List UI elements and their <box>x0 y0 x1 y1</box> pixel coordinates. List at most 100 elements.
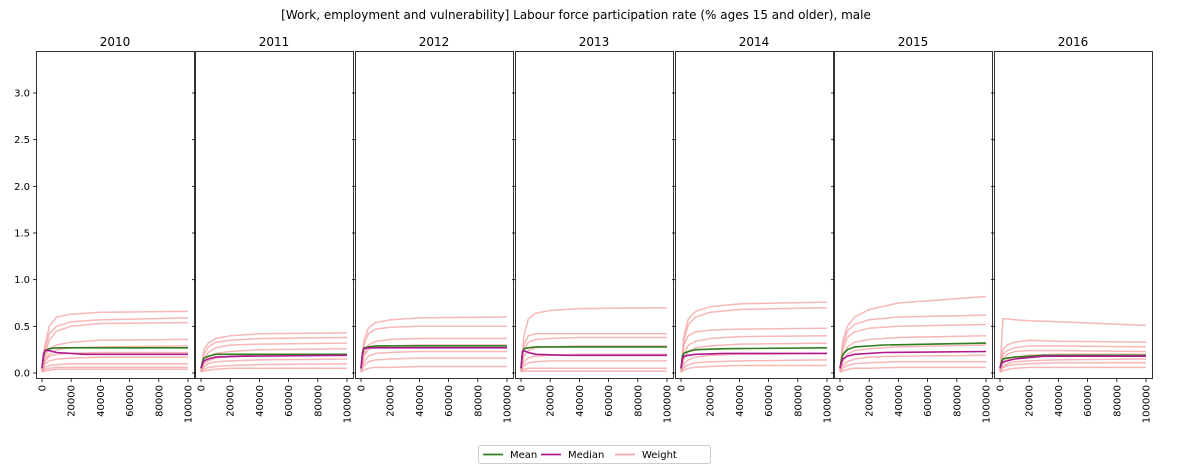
weight-line <box>520 353 667 372</box>
x-tick-label: 60000 <box>764 385 775 417</box>
x-tick-label: 40000 <box>255 385 266 417</box>
median-line <box>200 354 348 369</box>
panel-frame <box>355 51 514 379</box>
x-tick-label: 20000 <box>706 385 717 417</box>
weight-line <box>999 345 1147 372</box>
mean-line <box>520 346 667 369</box>
x-tick-label: 60000 <box>125 385 136 417</box>
weight-line <box>680 301 828 372</box>
x-tick-label: 0 <box>38 385 49 391</box>
weight-line <box>680 364 827 373</box>
panel-2016: 2016 0 20000 40000 60000 80000 100000 <box>991 35 1153 423</box>
weight-line <box>680 359 828 373</box>
median-line <box>360 346 507 369</box>
weight-line <box>520 306 668 372</box>
x-tick-label: 60000 <box>923 385 934 417</box>
y-tick-label: 0.5 <box>14 322 30 333</box>
weight-line <box>41 345 189 372</box>
panel-title: 2015 <box>898 35 929 49</box>
panel-frame <box>834 51 993 379</box>
weight-line <box>41 310 189 372</box>
x-tick-label: 0 <box>197 385 208 391</box>
figure-title: [Work, employment and vulnerability] Lab… <box>281 8 871 22</box>
x-tick-label: 0 <box>836 385 847 391</box>
median-line <box>999 355 1146 369</box>
weight-line <box>41 368 188 373</box>
x-tick-label: 40000 <box>735 385 746 417</box>
x-tick-label: 40000 <box>575 385 586 417</box>
x-tick-label: 60000 <box>604 385 615 417</box>
weight-line <box>520 333 667 372</box>
weight-line <box>680 327 828 372</box>
weight-line <box>999 318 1147 372</box>
x-tick-label: 80000 <box>952 385 963 417</box>
y-tick-label: 2.0 <box>14 182 30 193</box>
x-tick-label: 100000 <box>503 385 514 423</box>
x-tick-label: 40000 <box>894 385 905 417</box>
x-tick-label: 20000 <box>226 385 237 417</box>
panel-2012: 2012 0 20000 40000 60000 80000 100000 <box>352 35 514 423</box>
weight-line <box>520 367 667 373</box>
x-tick-label: 0 <box>677 385 688 391</box>
weight-line <box>520 345 667 372</box>
weight-line <box>360 365 507 373</box>
median-line <box>520 349 667 369</box>
weight-line <box>520 370 667 373</box>
weight-line <box>839 354 987 373</box>
panel-2010: 2010 0.0 0.5 1.0 1.5 2.0 2.5 3.0 0 20000 40000 6000… <box>14 35 195 423</box>
weight-line <box>41 362 188 373</box>
x-tick-label: 0 <box>357 385 368 391</box>
weight-line <box>999 339 1147 372</box>
legend-label: Median <box>568 450 604 461</box>
x-tick-label: 20000 <box>546 385 557 417</box>
weight-line <box>839 344 987 372</box>
weight-line <box>41 317 189 372</box>
weight-line <box>520 360 667 373</box>
y-tick-label: 3.0 <box>14 89 30 100</box>
weight-line <box>360 344 507 372</box>
x-tick-label: 20000 <box>1025 385 1036 417</box>
mean-line <box>200 353 347 369</box>
median-line <box>41 349 188 369</box>
weight-line <box>839 366 986 373</box>
x-tick-label: 100000 <box>663 385 674 423</box>
panel-frame <box>675 51 834 379</box>
weight-line <box>839 361 986 373</box>
panel-frame <box>515 51 674 379</box>
x-tick-label: 60000 <box>284 385 295 417</box>
x-tick-label: 80000 <box>313 385 324 417</box>
median-line <box>839 350 987 369</box>
weight-line <box>999 366 1146 373</box>
y-tick-label: 0.0 <box>14 369 30 380</box>
x-tick-label: 80000 <box>154 385 165 417</box>
weight-line <box>360 325 507 372</box>
weight-line <box>999 358 1147 373</box>
y-tick-label: 1.0 <box>14 275 30 286</box>
weight-line <box>200 358 348 373</box>
weight-line <box>41 356 188 372</box>
x-tick-label: 0 <box>996 385 1007 391</box>
legend-frame <box>478 445 711 464</box>
weight-line <box>360 357 507 373</box>
weight-line <box>999 361 1146 373</box>
y-tick-label: 2.5 <box>14 135 30 146</box>
weight-line <box>839 295 987 372</box>
weight-line <box>41 366 188 373</box>
weight-line <box>41 321 189 372</box>
weight-line <box>680 306 828 372</box>
weight-line <box>200 336 348 372</box>
x-tick-label: 80000 <box>1112 385 1123 417</box>
legend-label: Weight <box>642 450 677 461</box>
panel-2011: 2011 0 20000 40000 60000 80000 100000 <box>192 35 354 423</box>
weight-line <box>839 314 987 372</box>
weight-line <box>839 323 987 372</box>
facet-panels: 2010 0.0 0.5 1.0 1.5 2.0 2.5 3.0 0 20000 40000 6000… <box>14 35 1153 423</box>
panel-title: 2016 <box>1058 35 1089 49</box>
x-tick-label: 100000 <box>184 385 195 423</box>
weight-line <box>200 332 348 372</box>
panel-title: 2010 <box>100 35 131 49</box>
x-tick-label: 80000 <box>473 385 484 417</box>
weight-line <box>360 316 508 372</box>
x-tick-label: 40000 <box>1054 385 1065 417</box>
